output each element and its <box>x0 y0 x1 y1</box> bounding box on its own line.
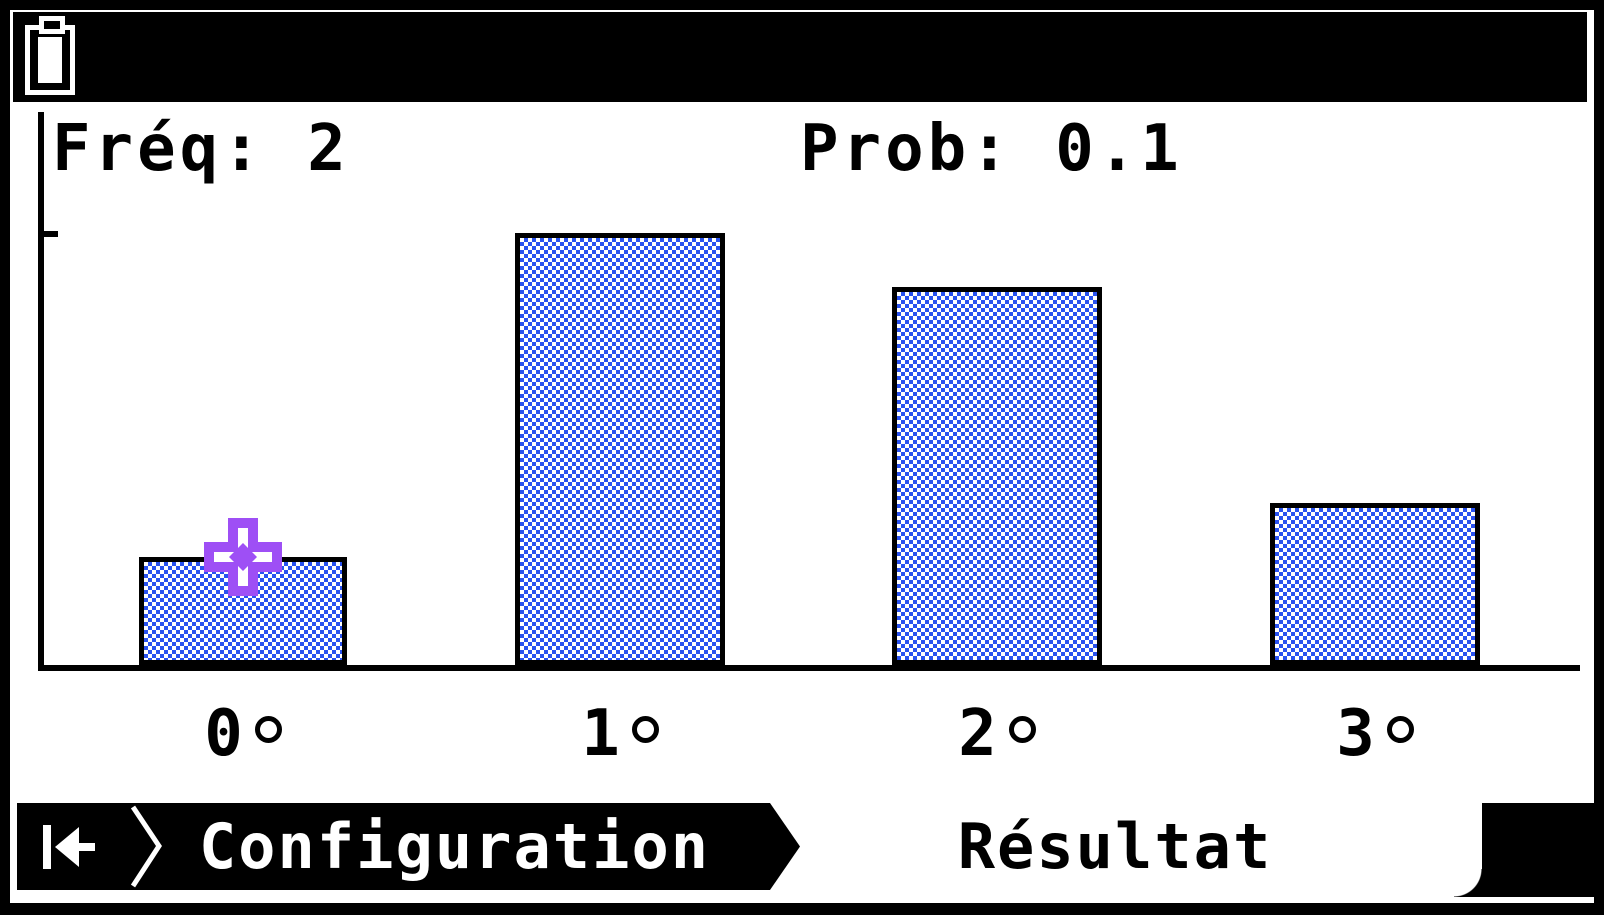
category-digit: 1 <box>581 697 620 771</box>
open-circle-icon <box>254 716 282 743</box>
y-axis <box>38 112 44 671</box>
x-axis-label-2: 2 <box>892 694 1102 774</box>
category-digit: 3 <box>1336 697 1375 771</box>
open-circle-icon <box>631 716 659 743</box>
x-axis <box>38 665 1580 671</box>
tab-configuration[interactable]: Configuration <box>17 803 800 890</box>
battery-icon <box>25 25 75 95</box>
probability-readout: Prob: 0.1 <box>800 112 1183 186</box>
next-tab-indicator-curve <box>1454 869 1482 897</box>
bar-1[interactable] <box>515 233 725 665</box>
tab-configuration-label: Configuration <box>198 810 711 883</box>
open-circle-icon <box>1386 716 1414 743</box>
next-tab-indicator[interactable] <box>1482 803 1594 897</box>
category-digit: 2 <box>958 697 997 771</box>
bar-3[interactable] <box>1270 503 1480 665</box>
x-axis-label-1: 1 <box>515 694 725 774</box>
battery-terminal <box>39 16 65 34</box>
x-axis-label-3: 3 <box>1270 694 1480 774</box>
status-bar <box>13 12 1587 102</box>
go-to-first-tab-button[interactable] <box>17 803 125 890</box>
y-axis-tick <box>44 231 58 237</box>
battery-fill <box>38 37 62 83</box>
bar-2[interactable] <box>892 287 1102 665</box>
x-axis-label-0: 0 <box>139 694 347 774</box>
bar-left-arrow-icon <box>39 817 103 877</box>
open-circle-icon <box>1008 716 1036 743</box>
tab-separator-chevron-icon <box>125 803 169 890</box>
category-digit: 0 <box>204 697 243 771</box>
tab-resultat[interactable]: Résultat <box>957 810 1273 883</box>
frequency-readout: Fréq: 2 <box>52 112 350 186</box>
selection-cursor-icon[interactable] <box>204 518 282 596</box>
